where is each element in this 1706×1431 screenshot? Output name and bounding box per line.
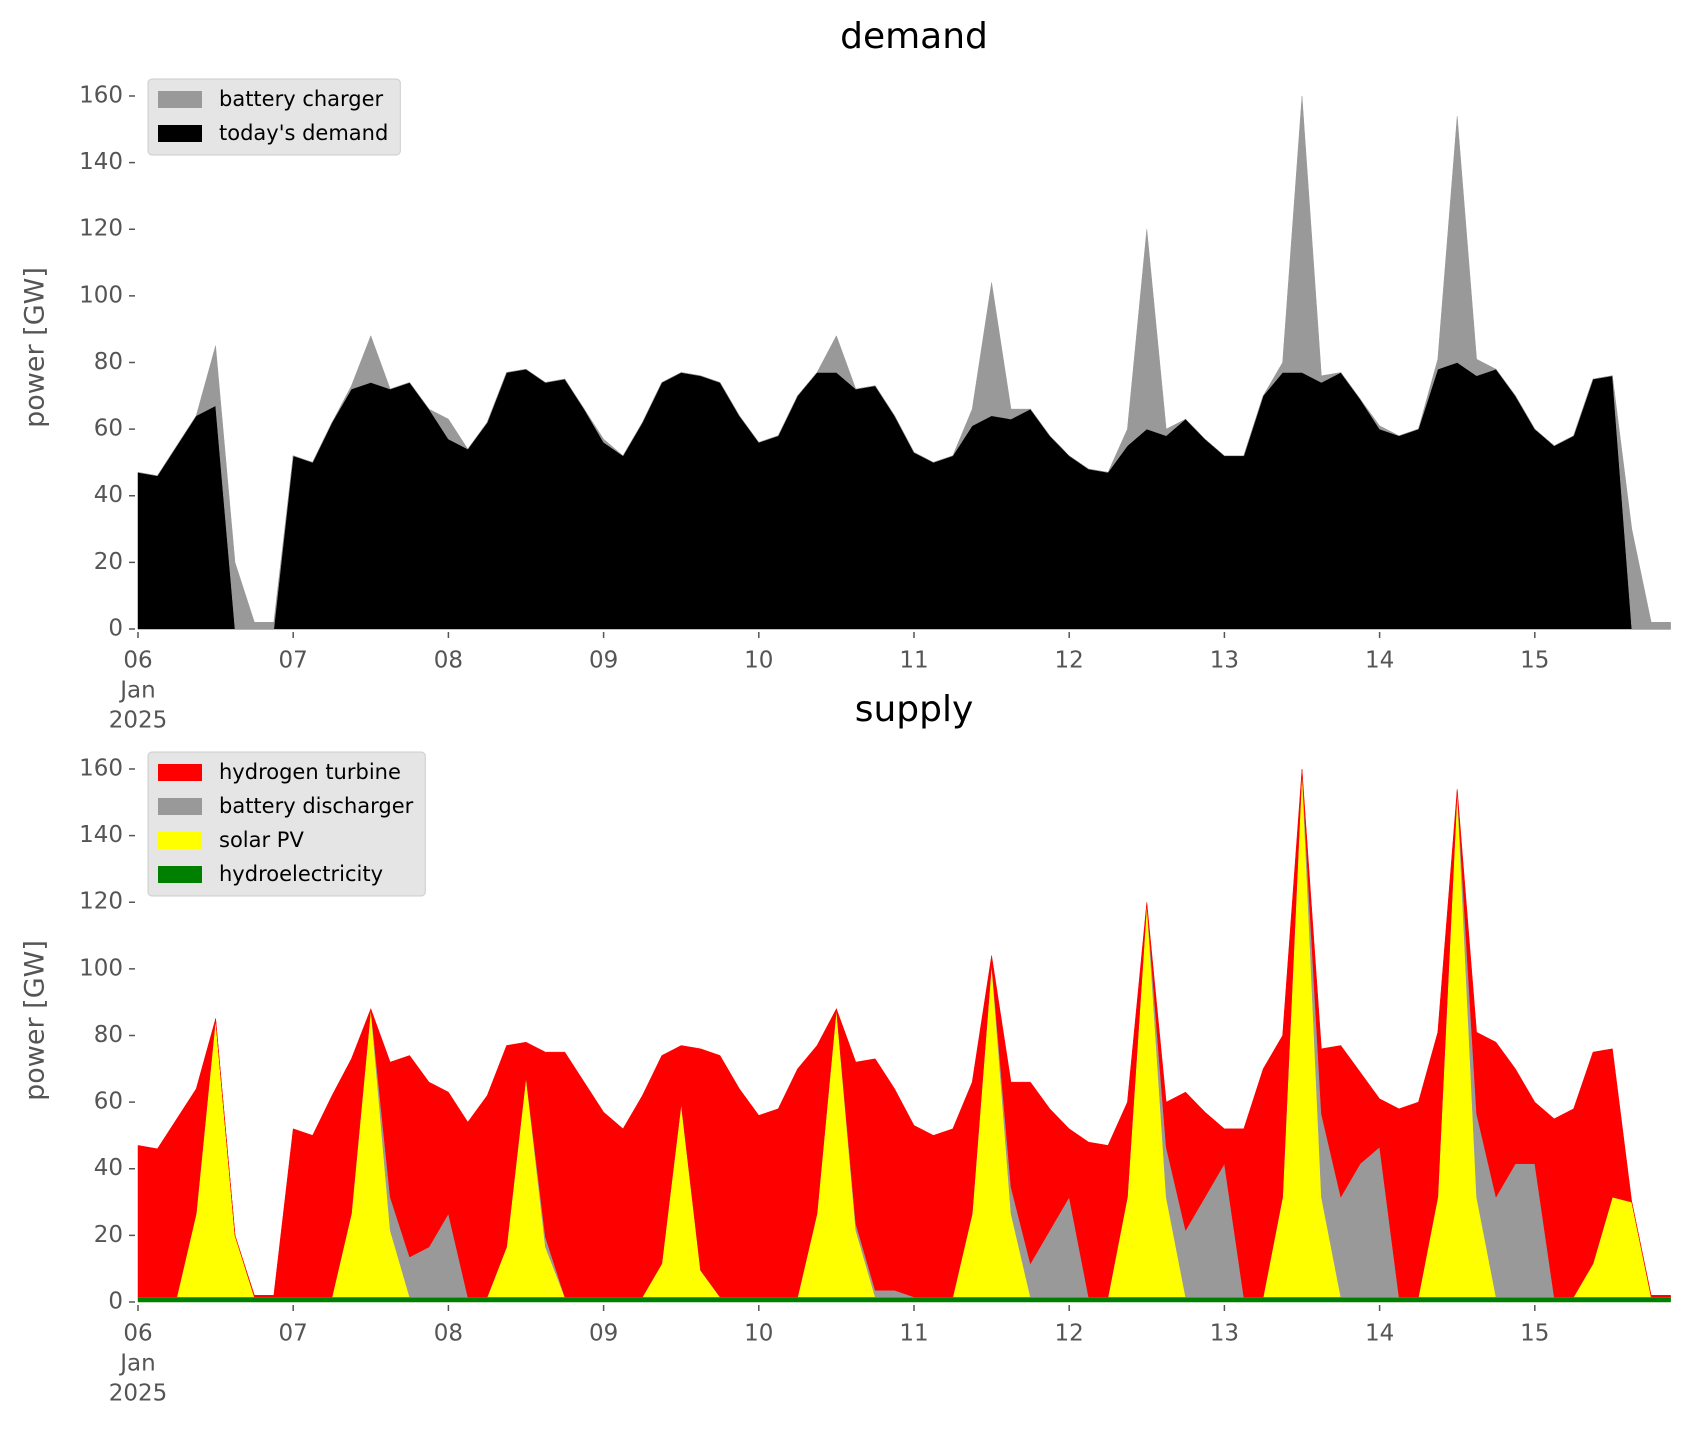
y-tick-label: 120 bbox=[79, 216, 123, 242]
x-tick-label: 15 bbox=[1520, 648, 1549, 674]
y-tick-label: 140 bbox=[79, 149, 123, 175]
y-tick-label: 160 bbox=[79, 755, 123, 781]
area bbox=[137, 362, 1671, 630]
x-tick-label: 08 bbox=[434, 648, 463, 674]
legend-label: hydroelectricity bbox=[219, 862, 383, 886]
y-tick-label: 140 bbox=[79, 822, 123, 848]
legend-label: battery charger bbox=[219, 87, 384, 111]
x-tick-label: 07 bbox=[279, 1321, 308, 1347]
y-tick-label: 120 bbox=[79, 889, 123, 915]
y-tick-label: 40 bbox=[94, 482, 123, 508]
x-tick-label: 13 bbox=[1210, 1321, 1239, 1347]
x-tick-label: 09 bbox=[589, 648, 618, 674]
legend-swatch bbox=[158, 832, 202, 849]
legend-swatch bbox=[158, 125, 202, 142]
y-tick-label: 40 bbox=[94, 1155, 123, 1181]
x-tick-label: 2025 bbox=[109, 1381, 168, 1407]
x-tick-label: 15 bbox=[1520, 1321, 1549, 1347]
legend-swatch bbox=[158, 91, 202, 108]
legend-label: solar PV bbox=[219, 828, 304, 852]
legend-swatch bbox=[158, 866, 202, 883]
y-tick-label: 60 bbox=[94, 1089, 123, 1115]
legend-box bbox=[147, 751, 426, 897]
y-tick-label: 80 bbox=[94, 1022, 123, 1048]
x-tick-label: 10 bbox=[744, 648, 773, 674]
y-tick-label: 0 bbox=[108, 1289, 123, 1315]
legend-label: hydrogen turbine bbox=[219, 760, 401, 784]
legend-label: battery discharger bbox=[219, 794, 414, 818]
x-tick-label: 06 bbox=[123, 648, 152, 674]
y-axis-label: power [GW] bbox=[20, 940, 51, 1101]
x-tick-label: 07 bbox=[279, 648, 308, 674]
x-tick-label: 12 bbox=[1055, 1321, 1084, 1347]
x-tick-label: 06 bbox=[123, 1321, 152, 1347]
y-tick-label: 20 bbox=[94, 549, 123, 575]
x-tick-label: Jan bbox=[118, 678, 155, 704]
y-tick-label: 0 bbox=[108, 616, 123, 642]
area bbox=[137, 95, 1671, 630]
x-tick-label: 08 bbox=[434, 1321, 463, 1347]
x-tick-label: 13 bbox=[1210, 648, 1239, 674]
y-tick-label: 80 bbox=[94, 349, 123, 375]
legend-label: today's demand bbox=[219, 121, 388, 145]
chart-title: demand bbox=[840, 16, 988, 57]
chart-title: supply bbox=[855, 689, 974, 730]
legend-swatch bbox=[158, 764, 202, 781]
x-tick-label: 14 bbox=[1365, 1321, 1394, 1347]
y-tick-label: 60 bbox=[94, 416, 123, 442]
x-tick-label: 14 bbox=[1365, 648, 1394, 674]
y-axis-label: power [GW] bbox=[20, 267, 51, 428]
y-tick-label: 160 bbox=[79, 82, 123, 108]
x-tick-label: Jan bbox=[118, 1351, 155, 1377]
x-tick-label: 12 bbox=[1055, 648, 1084, 674]
x-tick-label: 2025 bbox=[109, 708, 168, 734]
legend-box bbox=[147, 78, 401, 156]
x-tick-label: 10 bbox=[744, 1321, 773, 1347]
x-tick-label: 11 bbox=[899, 648, 928, 674]
legend-swatch bbox=[158, 798, 202, 815]
x-tick-label: 11 bbox=[899, 1321, 928, 1347]
x-tick-label: 09 bbox=[589, 1321, 618, 1347]
area bbox=[137, 768, 1671, 1298]
y-tick-label: 100 bbox=[79, 955, 123, 981]
area bbox=[137, 1296, 1671, 1303]
y-tick-label: 20 bbox=[94, 1222, 123, 1248]
y-tick-label: 100 bbox=[79, 282, 123, 308]
